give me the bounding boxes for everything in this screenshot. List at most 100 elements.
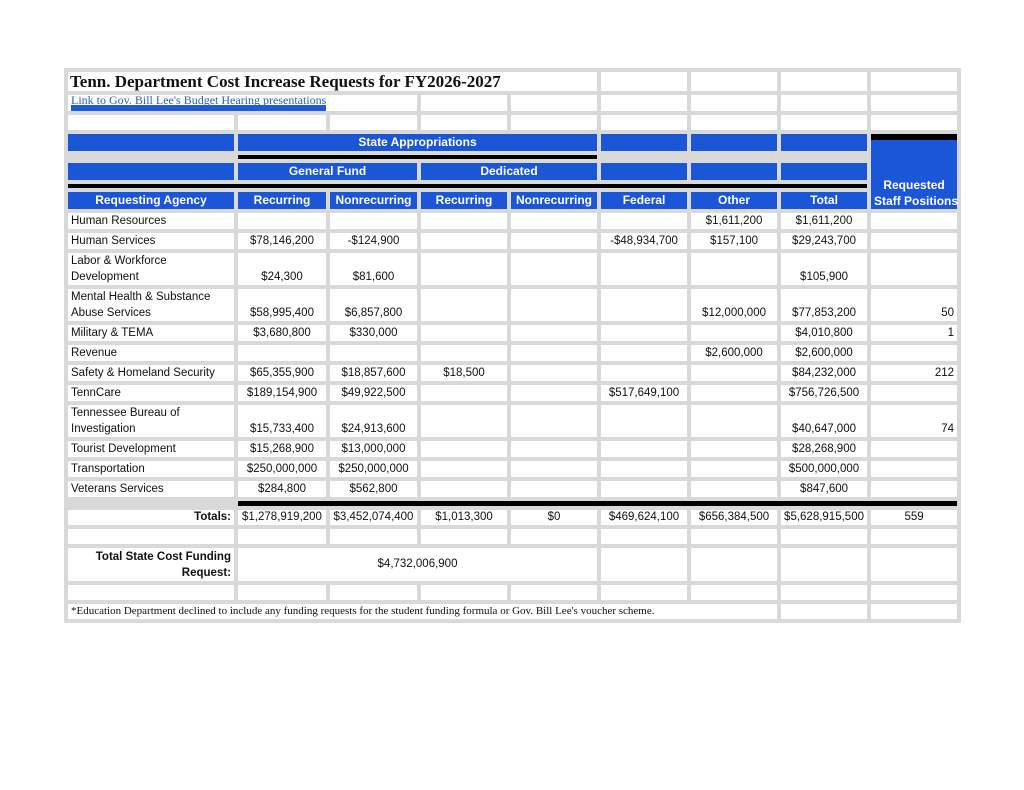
cell-other: $1,611,200 xyxy=(691,213,778,229)
agency-name: Transportation xyxy=(68,461,234,477)
cell-gf-rec: $65,355,900 xyxy=(238,365,326,381)
agency-name: Revenue xyxy=(68,345,234,361)
header-dedicated: Dedicated xyxy=(421,163,598,180)
cell-federal xyxy=(601,441,688,457)
cell-staff: 74 xyxy=(871,405,958,437)
cell-federal xyxy=(601,481,688,497)
totals-other: $656,384,500 xyxy=(691,510,778,525)
cell-gf-nonrec: $13,000,000 xyxy=(330,441,417,457)
cell-gf-rec: $78,146,200 xyxy=(238,233,326,249)
totals-label: Totals: xyxy=(68,510,234,525)
totals-federal: $469,624,100 xyxy=(601,510,688,525)
cell-gf-nonrec: $562,800 xyxy=(330,481,417,497)
cell-federal: -$48,934,700 xyxy=(601,233,688,249)
cell-staff xyxy=(871,461,958,477)
totals-gf-recurring: $1,278,919,200 xyxy=(238,510,326,525)
cell-total: $847,600 xyxy=(781,481,868,497)
cell-d-rec xyxy=(421,345,507,361)
budget-hearing-link[interactable]: Link to Gov. Bill Lee's Budget Hearing p… xyxy=(68,95,417,111)
cell-other xyxy=(691,405,778,437)
cell-total: $105,900 xyxy=(781,253,868,285)
cell-gf-rec: $189,154,900 xyxy=(238,385,326,401)
link-text[interactable]: Link to Gov. Bill Lee's Budget Hearing p… xyxy=(71,95,327,111)
agency-name: TennCare xyxy=(68,385,234,401)
totals-ded-nonrecurring: $0 xyxy=(511,510,598,525)
header-ded-nonrecurring: Nonrecurring xyxy=(511,192,598,209)
header-requesting-agency: Requesting Agency xyxy=(68,192,234,209)
table-row: Revenue $2,600,000 $2,600,000 xyxy=(68,345,958,361)
cell-gf-rec: $15,268,900 xyxy=(238,441,326,457)
header-state-appropriations: State Appropriations xyxy=(238,134,598,151)
cell-d-rec xyxy=(421,253,507,285)
cell-other xyxy=(691,481,778,497)
cell-d-nonrec xyxy=(511,365,598,381)
cell-d-rec xyxy=(421,405,507,437)
header-staff-positions: Requested Staff Positions xyxy=(871,134,958,209)
cell-gf-nonrec: -$124,900 xyxy=(330,233,417,249)
cell-d-nonrec xyxy=(511,441,598,457)
cell-other: $12,000,000 xyxy=(691,289,778,321)
cell-gf-rec: $58,995,400 xyxy=(238,289,326,321)
cell-d-nonrec xyxy=(511,405,598,437)
cell-d-rec: $18,500 xyxy=(421,365,507,381)
cell-other xyxy=(691,325,778,341)
cell-gf-nonrec: $81,600 xyxy=(330,253,417,285)
cell-d-rec xyxy=(421,289,507,321)
cell-staff xyxy=(871,233,958,249)
cell-staff xyxy=(871,345,958,361)
agency-name: Human Services xyxy=(68,233,234,249)
table-row: Veterans Services $284,800 $562,800 $847,60… xyxy=(68,481,958,497)
table-row: Military & TEMA $3,680,800 $330,000 $4,010,… xyxy=(68,325,958,341)
agency-name: Mental Health & Substance Abuse Services xyxy=(68,289,234,321)
cell-gf-nonrec: $6,857,800 xyxy=(330,289,417,321)
cell-total: $1,611,200 xyxy=(781,213,868,229)
spreadsheet: Tenn. Department Cost Increase Requests … xyxy=(64,68,961,623)
cell-gf-nonrec xyxy=(330,213,417,229)
cell-federal xyxy=(601,405,688,437)
total-state-cost-label: Total State Cost Funding Request: xyxy=(68,548,234,581)
header-gf-recurring: Recurring xyxy=(238,192,326,209)
cell-gf-rec: $24,300 xyxy=(238,253,326,285)
totals-total: $5,628,915,500 xyxy=(781,510,868,525)
cell-other: $2,600,000 xyxy=(691,345,778,361)
cell-gf-rec: $284,800 xyxy=(238,481,326,497)
table-row: TennCare $189,154,900 $49,922,500 $517,649,… xyxy=(68,385,958,401)
cell-staff xyxy=(871,385,958,401)
cell-gf-rec: $250,000,000 xyxy=(238,461,326,477)
cell-d-nonrec xyxy=(511,345,598,361)
table-row: Safety & Homeland Security $65,355,900 $18… xyxy=(68,365,958,381)
cell-d-rec xyxy=(421,461,507,477)
cell-d-nonrec xyxy=(511,233,598,249)
cell-staff xyxy=(871,253,958,285)
cell-d-nonrec xyxy=(511,325,598,341)
cell-total: $2,600,000 xyxy=(781,345,868,361)
cell-d-rec xyxy=(421,385,507,401)
totals-ded-recurring: $1,013,300 xyxy=(421,510,507,525)
cell-d-nonrec xyxy=(511,213,598,229)
table-row: Labor & Workforce Development $24,300 $81,… xyxy=(68,253,958,285)
cell-total: $84,232,000 xyxy=(781,365,868,381)
agency-name: Tourist Development xyxy=(68,441,234,457)
agency-name: Safety & Homeland Security xyxy=(68,365,234,381)
cell-federal xyxy=(601,253,688,285)
cell-federal xyxy=(601,289,688,321)
cell-total: $500,000,000 xyxy=(781,461,868,477)
cell-federal: $517,649,100 xyxy=(601,385,688,401)
cell-d-rec xyxy=(421,441,507,457)
totals-staff: 559 xyxy=(871,510,958,525)
cell-d-nonrec xyxy=(511,253,598,285)
cell-d-nonrec xyxy=(511,481,598,497)
totals-row: Totals: $1,278,919,200 $3,452,074,400 $1… xyxy=(68,510,958,525)
cell-d-rec xyxy=(421,325,507,341)
cell-gf-rec xyxy=(238,213,326,229)
cell-staff xyxy=(871,481,958,497)
agency-name: Human Resources xyxy=(68,213,234,229)
cell-gf-rec: $3,680,800 xyxy=(238,325,326,341)
cell-gf-nonrec: $250,000,000 xyxy=(330,461,417,477)
agency-name: Tennessee Bureau of Investigation xyxy=(68,405,234,437)
cell-federal xyxy=(601,213,688,229)
cell-other xyxy=(691,441,778,457)
cell-federal xyxy=(601,365,688,381)
cell-d-nonrec xyxy=(511,289,598,321)
cell-total: $77,853,200 xyxy=(781,289,868,321)
